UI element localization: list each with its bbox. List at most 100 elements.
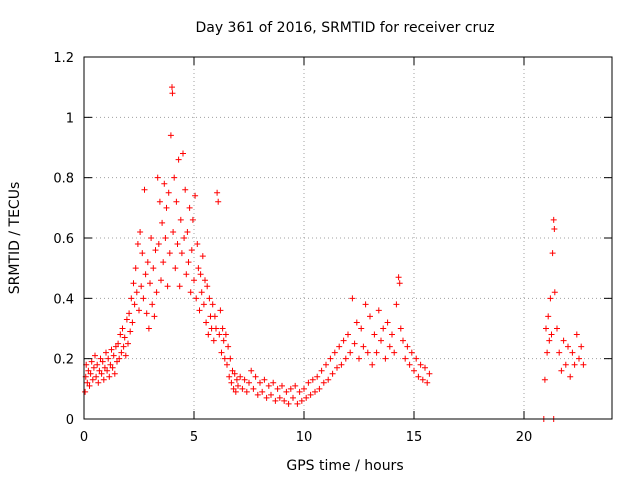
data-point: [545, 313, 552, 320]
data-point: [196, 307, 203, 314]
data-point: [197, 271, 204, 278]
data-point: [224, 361, 230, 368]
data-point: [109, 364, 116, 371]
data-point: [161, 180, 168, 187]
x-tick-label: 10: [296, 430, 313, 445]
data-point: [214, 189, 221, 196]
data-point: [573, 331, 580, 338]
data-point: [89, 376, 96, 383]
x-tick-label: 20: [516, 430, 533, 445]
data-point: [158, 277, 164, 284]
data-point: [265, 382, 272, 389]
data-point: [129, 319, 136, 326]
x-tick-label: 0: [80, 430, 88, 445]
data-point: [290, 394, 296, 401]
data-point: [198, 289, 205, 296]
data-point: [203, 319, 210, 326]
data-point: [120, 343, 127, 350]
data-point: [549, 250, 556, 257]
data-point: [94, 361, 101, 368]
data-point: [93, 373, 100, 380]
data-point: [107, 361, 114, 368]
data-point: [569, 349, 576, 356]
data-point: [86, 382, 93, 389]
data-point: [194, 241, 201, 248]
data-point: [139, 250, 146, 257]
data-point: [364, 349, 371, 356]
data-point: [314, 373, 321, 380]
data-point: [560, 337, 567, 344]
data-point: [413, 355, 420, 362]
data-point: [362, 301, 369, 308]
data-point: [155, 241, 162, 248]
data-point: [210, 337, 217, 344]
data-point: [274, 385, 281, 392]
data-point: [206, 295, 213, 302]
data-point: [349, 295, 356, 302]
data-point: [182, 186, 189, 193]
data-points: [82, 84, 587, 422]
data-point: [163, 204, 170, 211]
data-point: [404, 343, 411, 350]
data-point: [159, 219, 166, 226]
y-tick-label: 0.8: [53, 172, 74, 187]
data-point: [393, 301, 400, 308]
data-point: [174, 241, 181, 248]
data-point: [241, 376, 248, 383]
data-point: [543, 325, 549, 332]
data-point: [218, 349, 225, 356]
data-point: [180, 150, 186, 157]
data-point: [303, 394, 310, 401]
data-point: [131, 301, 138, 308]
data-point: [285, 400, 292, 407]
data-point: [325, 376, 332, 383]
data-point: [541, 376, 548, 383]
data-point: [110, 352, 117, 359]
data-point: [338, 361, 345, 368]
data-point: [133, 289, 140, 296]
data-point: [342, 355, 349, 362]
data-point: [296, 388, 303, 395]
data-point: [90, 364, 97, 371]
data-point: [294, 400, 301, 407]
data-point: [228, 379, 235, 386]
data-point: [122, 352, 129, 359]
data-point: [162, 235, 169, 241]
data-point: [415, 373, 422, 380]
data-point: [92, 352, 98, 359]
data-point: [358, 325, 365, 332]
data-point: [331, 349, 338, 356]
data-point: [257, 379, 263, 386]
data-point: [199, 253, 206, 260]
data-point: [283, 388, 290, 395]
data-point: [239, 385, 246, 392]
axis-ticks: 0 0.2 0.4 0.6 0.8 1 1.2 0 5 10 15 20: [53, 51, 612, 445]
data-point: [195, 265, 202, 272]
data-point: [551, 289, 558, 296]
data-point: [173, 198, 180, 205]
data-point: [125, 340, 131, 347]
data-point: [353, 319, 360, 326]
data-point: [111, 370, 118, 377]
data-point: [171, 174, 178, 181]
data-point: [200, 301, 207, 308]
data-point: [268, 391, 274, 398]
data-point: [114, 358, 120, 365]
data-point: [164, 283, 171, 290]
data-point: [547, 295, 554, 302]
data-point: [202, 277, 208, 284]
data-point: [378, 337, 384, 344]
data-point: [225, 343, 232, 350]
data-point: [98, 370, 105, 377]
data-point: [248, 367, 255, 374]
data-point: [175, 156, 182, 163]
data-point: [263, 394, 270, 401]
y-tick-label: 0.4: [53, 292, 74, 307]
data-point: [367, 313, 373, 320]
data-point: [160, 259, 167, 266]
data-point: [312, 388, 318, 395]
data-point: [558, 367, 565, 374]
data-point: [189, 216, 196, 223]
data-point: [140, 295, 147, 302]
data-point: [395, 274, 402, 281]
